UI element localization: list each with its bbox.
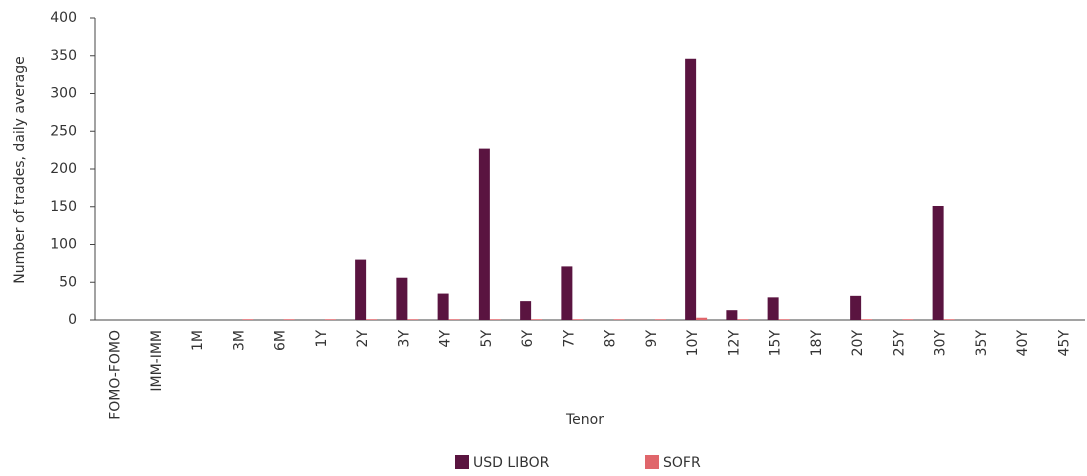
bar [324,319,336,320]
bar [407,319,419,320]
x-tick-label: 9Y [644,330,660,348]
x-tick-label: 35Y [974,330,990,357]
x-tick-label: 12Y [726,330,742,357]
bar [767,297,779,320]
x-tick-label: 25Y [891,330,907,357]
legend-label: USD LIBOR [473,455,550,471]
bar [489,319,501,320]
bar [531,319,543,320]
bar [685,58,697,321]
x-tick-label: 4Y [438,330,454,348]
x-axis-title: Tenor [565,412,604,428]
x-tick-label: 6Y [520,330,536,348]
y-tick-label: 150 [50,199,77,215]
x-tick-label: 20Y [850,330,866,357]
bar [572,319,584,320]
bar [366,319,378,320]
x-tick-label: 3M [231,330,247,351]
x-tick-label: 8Y [603,330,619,348]
bar [861,319,873,320]
bar [561,266,573,320]
x-tick-label: 10Y [685,330,701,357]
legend-swatch [645,455,659,469]
x-tick-label: 5Y [479,330,495,348]
bar [283,319,295,320]
bar [778,319,790,320]
y-tick-label: 200 [50,161,77,177]
y-tick-label: 50 [59,274,77,290]
y-tick-label: 100 [50,237,77,253]
bar [726,310,738,320]
bar [396,277,408,320]
y-tick-label: 350 [50,48,77,64]
bar [654,319,666,320]
y-tick-label: 400 [50,10,77,26]
bar [437,293,449,320]
bar [737,319,749,320]
bar [478,148,490,320]
bar [943,319,955,320]
x-tick-label: 40Y [1015,330,1031,357]
y-tick-label: 250 [50,123,77,139]
x-tick-label: 15Y [768,330,784,357]
bar [242,319,254,320]
x-tick-label: 3Y [396,330,412,348]
x-tick-label: 30Y [933,330,949,357]
x-tick-label: 7Y [561,330,577,348]
bar [613,319,625,320]
bar [850,295,862,320]
bar [520,301,532,320]
x-tick-label: FOMO-FOMO [108,330,124,420]
x-tick-label: 1M [190,330,206,351]
x-tick-label: 2Y [355,330,371,348]
x-tick-label: IMM-IMM [149,330,165,392]
y-tick-label: 300 [50,86,77,102]
bar [696,317,708,320]
legend-swatch [455,455,469,469]
x-tick-label: 1Y [314,330,330,348]
y-axis-title: Number of trades, daily average [12,56,28,283]
x-tick-label: 6M [273,330,289,351]
y-tick-label: 0 [68,312,77,328]
x-tick-label: 18Y [809,330,825,357]
bar [902,319,914,320]
legend-label: SOFR [663,455,701,471]
bar [448,319,460,320]
bar [932,205,944,320]
x-tick-label: 45Y [1056,330,1072,357]
bar [355,259,367,320]
